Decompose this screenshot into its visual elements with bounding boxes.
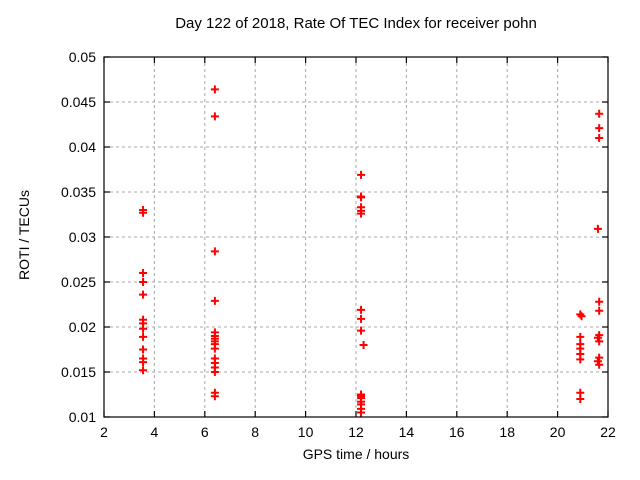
data-point-marker [139, 345, 148, 354]
data-point-marker [357, 305, 366, 314]
data-point-marker [595, 297, 604, 306]
x-tick-label: 22 [600, 424, 616, 440]
data-point-marker [139, 332, 148, 341]
data-point-marker [357, 170, 366, 179]
data-point-marker [139, 290, 148, 299]
x-tick-label: 10 [298, 424, 314, 440]
data-point-marker [210, 344, 219, 353]
data-point-marker [595, 134, 604, 142]
y-tick-label: 0.025 [61, 274, 96, 290]
y-tick-label: 0.04 [69, 139, 96, 155]
x-axis-label: GPS time / hours [302, 446, 410, 462]
x-tick-label: 2 [100, 424, 108, 440]
data-point-marker [359, 341, 368, 349]
y-tick-label: 0.02 [69, 319, 96, 335]
data-point-marker [139, 278, 148, 286]
data-point-marker [595, 306, 604, 315]
data-point-marker [595, 337, 604, 346]
data-point-marker [139, 269, 148, 277]
data-point-marker [210, 85, 219, 94]
x-tick-label: 14 [399, 424, 415, 440]
data-point-marker [210, 247, 219, 256]
x-tick-label: 4 [151, 424, 159, 440]
data-point-marker [593, 224, 602, 233]
y-tick-label: 0.01 [69, 409, 96, 425]
y-tick-label: 0.03 [69, 229, 96, 245]
x-tick-label: 20 [550, 424, 566, 440]
data-point-marker [210, 392, 219, 401]
y-tick-label: 0.035 [61, 184, 96, 200]
data-point-marker [357, 326, 366, 335]
data-point-marker [357, 209, 366, 218]
y-tick-label: 0.015 [61, 364, 96, 380]
y-tick-label: 0.045 [61, 94, 96, 110]
x-tick-label: 8 [251, 424, 259, 440]
data-point-marker [139, 324, 148, 333]
chart-title: Day 122 of 2018, Rate Of TEC Index for r… [175, 15, 537, 32]
data-point-marker [576, 332, 585, 341]
data-point-marker [576, 355, 585, 364]
x-tick-label: 18 [499, 424, 515, 440]
x-tick-label: 6 [201, 424, 209, 440]
data-point-marker [210, 296, 219, 305]
x-tick-label: 16 [449, 424, 465, 440]
data-point-marker [139, 366, 148, 375]
data-point-marker [210, 368, 219, 376]
data-point-marker [139, 358, 148, 367]
data-point-marker [357, 408, 366, 417]
data-point-marker [577, 312, 586, 321]
data-point-marker [139, 208, 148, 217]
data-point-marker [210, 112, 219, 121]
data-point-marker [595, 124, 604, 133]
data-point-marker [357, 314, 366, 323]
y-tick-label: 0.05 [69, 49, 96, 65]
data-point-marker [357, 193, 366, 202]
data-point-marker [576, 395, 585, 403]
data-point-marker [595, 360, 604, 369]
x-tick-label: 12 [348, 424, 364, 440]
data-point-marker [595, 109, 604, 118]
